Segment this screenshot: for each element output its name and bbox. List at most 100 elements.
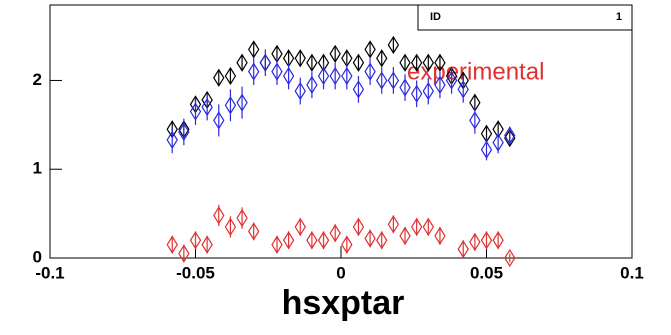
x-tick-label: 0.05 — [470, 263, 503, 282]
marker — [364, 62, 376, 81]
plot-frame — [49, 4, 633, 259]
marker — [306, 53, 318, 72]
marker — [213, 68, 225, 87]
marker — [189, 231, 202, 250]
stats-label: ID — [430, 11, 441, 23]
marker — [504, 129, 516, 148]
marker — [341, 66, 353, 86]
marker — [469, 93, 481, 112]
marker — [422, 81, 435, 101]
marker — [492, 231, 504, 250]
marker — [178, 244, 190, 263]
marker — [480, 124, 493, 143]
marker — [224, 217, 237, 237]
marker — [201, 97, 213, 117]
marker — [317, 53, 330, 72]
marker — [341, 49, 353, 68]
marker — [294, 217, 306, 237]
marker — [387, 35, 400, 55]
x-axis-label: hsxptar — [282, 284, 405, 322]
marker — [329, 224, 341, 243]
marker — [504, 126, 516, 145]
marker — [247, 222, 260, 241]
marker — [410, 84, 423, 103]
y-tick-label: 0 — [33, 247, 42, 266]
marker — [213, 111, 225, 130]
marker — [317, 231, 330, 250]
marker — [480, 231, 493, 250]
marker — [480, 140, 493, 159]
marker — [469, 111, 481, 130]
marker — [422, 217, 435, 237]
marker — [399, 53, 411, 72]
x-tick-label: -0.05 — [176, 263, 215, 282]
marker — [364, 229, 376, 248]
marker — [306, 231, 318, 250]
marker — [282, 66, 295, 86]
marker — [282, 231, 295, 250]
marker — [306, 75, 318, 95]
marker — [504, 248, 516, 268]
marker — [387, 215, 400, 234]
marker — [422, 53, 435, 72]
marker — [166, 130, 178, 150]
marker — [376, 71, 388, 90]
marker — [236, 93, 248, 112]
marker — [434, 75, 446, 95]
marker — [213, 206, 225, 225]
marker — [492, 120, 504, 139]
marker — [376, 231, 388, 250]
marker — [364, 40, 376, 59]
marker — [434, 53, 446, 72]
marker — [492, 133, 504, 152]
marker — [352, 80, 365, 99]
marker — [410, 53, 423, 72]
marker — [189, 95, 202, 114]
marker — [387, 71, 400, 90]
marker — [376, 49, 388, 68]
marker — [166, 235, 178, 254]
marker — [399, 78, 411, 97]
annotation: experimental — [407, 58, 544, 85]
marker — [201, 90, 213, 110]
marker — [457, 80, 469, 99]
stats-box — [417, 4, 633, 31]
marker — [247, 62, 260, 81]
marker — [410, 217, 423, 237]
x-tick-label: -0.1 — [35, 263, 64, 282]
marker — [445, 66, 458, 86]
marker — [294, 49, 306, 68]
marker — [178, 122, 190, 142]
marker — [282, 49, 295, 68]
marker — [259, 53, 272, 72]
marker — [341, 235, 353, 254]
marker — [271, 44, 283, 63]
y-tick-label: 1 — [33, 159, 42, 178]
marker — [271, 62, 283, 81]
marker — [236, 208, 248, 228]
marker — [189, 102, 202, 121]
marker — [329, 66, 341, 86]
marker — [178, 120, 190, 139]
marker — [201, 235, 213, 254]
marker — [352, 53, 365, 72]
marker — [352, 217, 365, 237]
marker — [224, 96, 237, 115]
marker — [469, 232, 481, 252]
marker — [457, 71, 469, 90]
marker — [434, 226, 446, 245]
marker — [271, 235, 283, 254]
stats-value: 1 — [616, 11, 622, 23]
marker — [224, 66, 237, 86]
y-tick-label: 2 — [33, 70, 42, 89]
marker — [457, 239, 469, 259]
marker — [445, 71, 458, 90]
marker — [317, 66, 330, 86]
marker — [294, 81, 306, 101]
marker — [247, 40, 260, 59]
x-tick-label: 0.1 — [620, 263, 644, 282]
marker — [329, 44, 341, 63]
marker — [399, 226, 411, 245]
marker — [236, 53, 248, 72]
